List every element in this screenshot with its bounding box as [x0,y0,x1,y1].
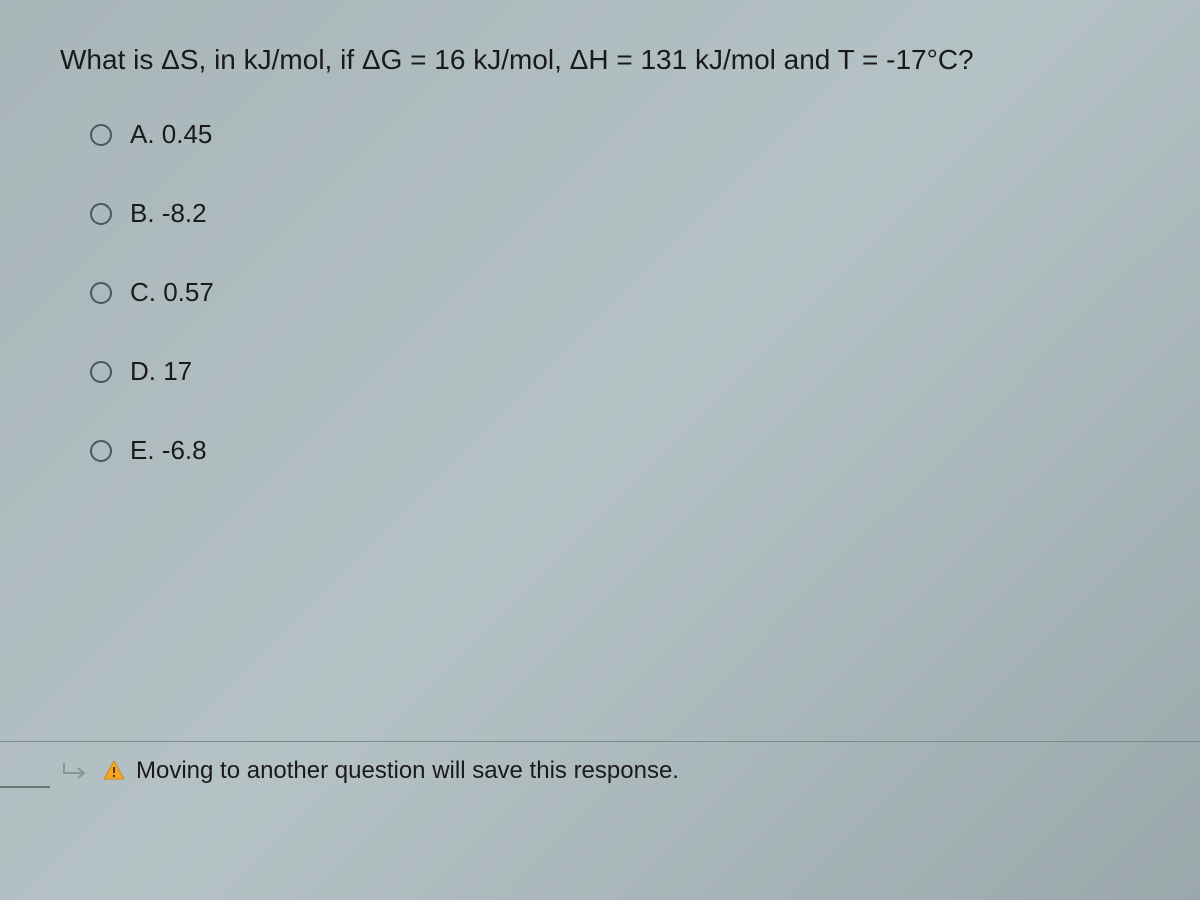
option-label[interactable]: A. 0.45 [130,119,212,150]
option-row: C. 0.57 [90,277,1140,308]
option-row: E. -6.8 [90,435,1140,466]
option-row: B. -8.2 [90,198,1140,229]
option-radio-e[interactable] [90,440,112,462]
option-radio-a[interactable] [90,124,112,146]
option-radio-c[interactable] [90,282,112,304]
option-label[interactable]: B. -8.2 [130,198,207,229]
option-row: A. 0.45 [90,119,1140,150]
arrow-right-icon [60,759,90,783]
option-label[interactable]: C. 0.57 [130,277,214,308]
option-radio-d[interactable] [90,361,112,383]
option-radio-b[interactable] [90,203,112,225]
warning-icon [102,759,126,783]
question-text: What is ΔS, in kJ/mol, if ΔG = 16 kJ/mol… [60,40,1140,79]
option-label[interactable]: D. 17 [130,356,192,387]
option-row: D. 17 [90,356,1140,387]
question-container: What is ΔS, in kJ/mol, if ΔG = 16 kJ/mol… [0,0,1200,534]
option-label[interactable]: E. -6.8 [130,435,207,466]
footer-notice: Moving to another question will save thi… [0,741,1200,800]
options-list: A. 0.45 B. -8.2 C. 0.57 D. 17 E. -6.8 [60,119,1140,466]
notice-text: Moving to another question will save thi… [136,757,679,785]
